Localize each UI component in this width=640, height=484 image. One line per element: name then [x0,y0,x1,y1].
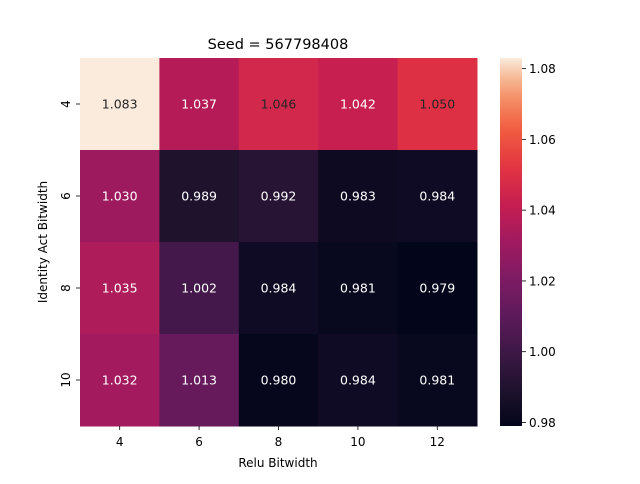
heatmap-cell [159,150,240,243]
cell-annotation: 0.983 [340,189,376,204]
heatmap-cell [238,334,319,427]
heatmap-cell [397,150,478,243]
cell-annotation: 1.050 [419,97,455,112]
cell-annotation: 1.035 [102,281,138,296]
heatmap-cell [238,150,319,243]
cell-annotation: 0.992 [261,189,297,204]
x-tick-label: 10 [350,435,365,449]
cell-annotation: 0.981 [340,281,376,296]
colorbar-tick-label: 1.04 [529,204,556,218]
colorbar-gradient [500,58,522,426]
colorbar: 0.98 1.00 1.02 1.04 1.06 1.08 [500,58,556,430]
cell-annotation: 0.984 [340,373,376,388]
y-axis-ticks: 4 6 8 10 [59,100,80,388]
heatmap-cell [397,242,478,335]
cell-annotation: 0.984 [261,281,297,296]
heatmap-cell [238,242,319,335]
y-tick-label: 6 [59,192,73,200]
heatmap-cell [318,58,399,151]
heatmap-cell [318,150,399,243]
colorbar-tick-label: 0.98 [529,416,556,430]
cell-annotations: 1.083 1.037 1.046 1.042 1.050 1.030 0.989 0.992… [102,97,455,388]
heatmap-cell [397,334,478,427]
cell-annotation: 1.002 [181,281,217,296]
y-tick-label: 8 [59,284,73,292]
cell-annotation: 1.013 [181,373,217,388]
colorbar-tick-label: 1.00 [529,345,556,359]
cell-annotation: 0.989 [181,189,217,204]
heatmap-cell [159,242,240,335]
cell-annotation: 1.032 [102,373,138,388]
cell-annotation: 1.042 [340,97,376,112]
colorbar-tick-label: 1.08 [529,62,556,76]
cell-annotation: 1.083 [102,97,138,112]
cell-annotation: 1.030 [102,189,138,204]
cell-annotation: 1.046 [261,97,297,112]
cell-annotation: 0.981 [419,373,455,388]
heatmap-cell [80,242,160,335]
x-tick-label: 4 [116,435,124,449]
heatmap-cell [238,58,319,151]
chart-title: Seed = 567798408 [208,37,349,53]
heatmap-cell [80,58,160,151]
heatmap-cell [318,242,399,335]
cell-annotation: 0.984 [419,189,455,204]
heatmap-cell [159,334,240,427]
x-axis-label: Relu Bitwidth [238,456,317,470]
colorbar-tick-label: 1.06 [529,133,556,147]
y-axis-label: Identity Act Bitwidth [36,181,50,303]
x-tick-label: 12 [430,435,445,449]
x-tick-label: 6 [195,435,203,449]
heatmap-cell [159,58,240,151]
colorbar-tick-label: 1.02 [529,274,556,288]
heatmap-cell [318,334,399,427]
heatmap-cell [80,334,160,427]
cell-annotation: 0.979 [419,281,455,296]
colorbar-ticks: 0.98 1.00 1.02 1.04 1.06 1.08 [522,62,556,430]
y-tick-label: 10 [59,372,73,387]
y-tick-label: 4 [59,100,73,108]
cell-annotation: 1.037 [181,97,217,112]
heatmap-cell [80,150,160,243]
x-tick-label: 8 [275,435,283,449]
heatmap-cells [80,58,478,427]
heatmap-cell [397,58,478,151]
cell-annotation: 0.980 [261,373,297,388]
x-axis-ticks: 4 6 8 10 12 [116,426,445,449]
